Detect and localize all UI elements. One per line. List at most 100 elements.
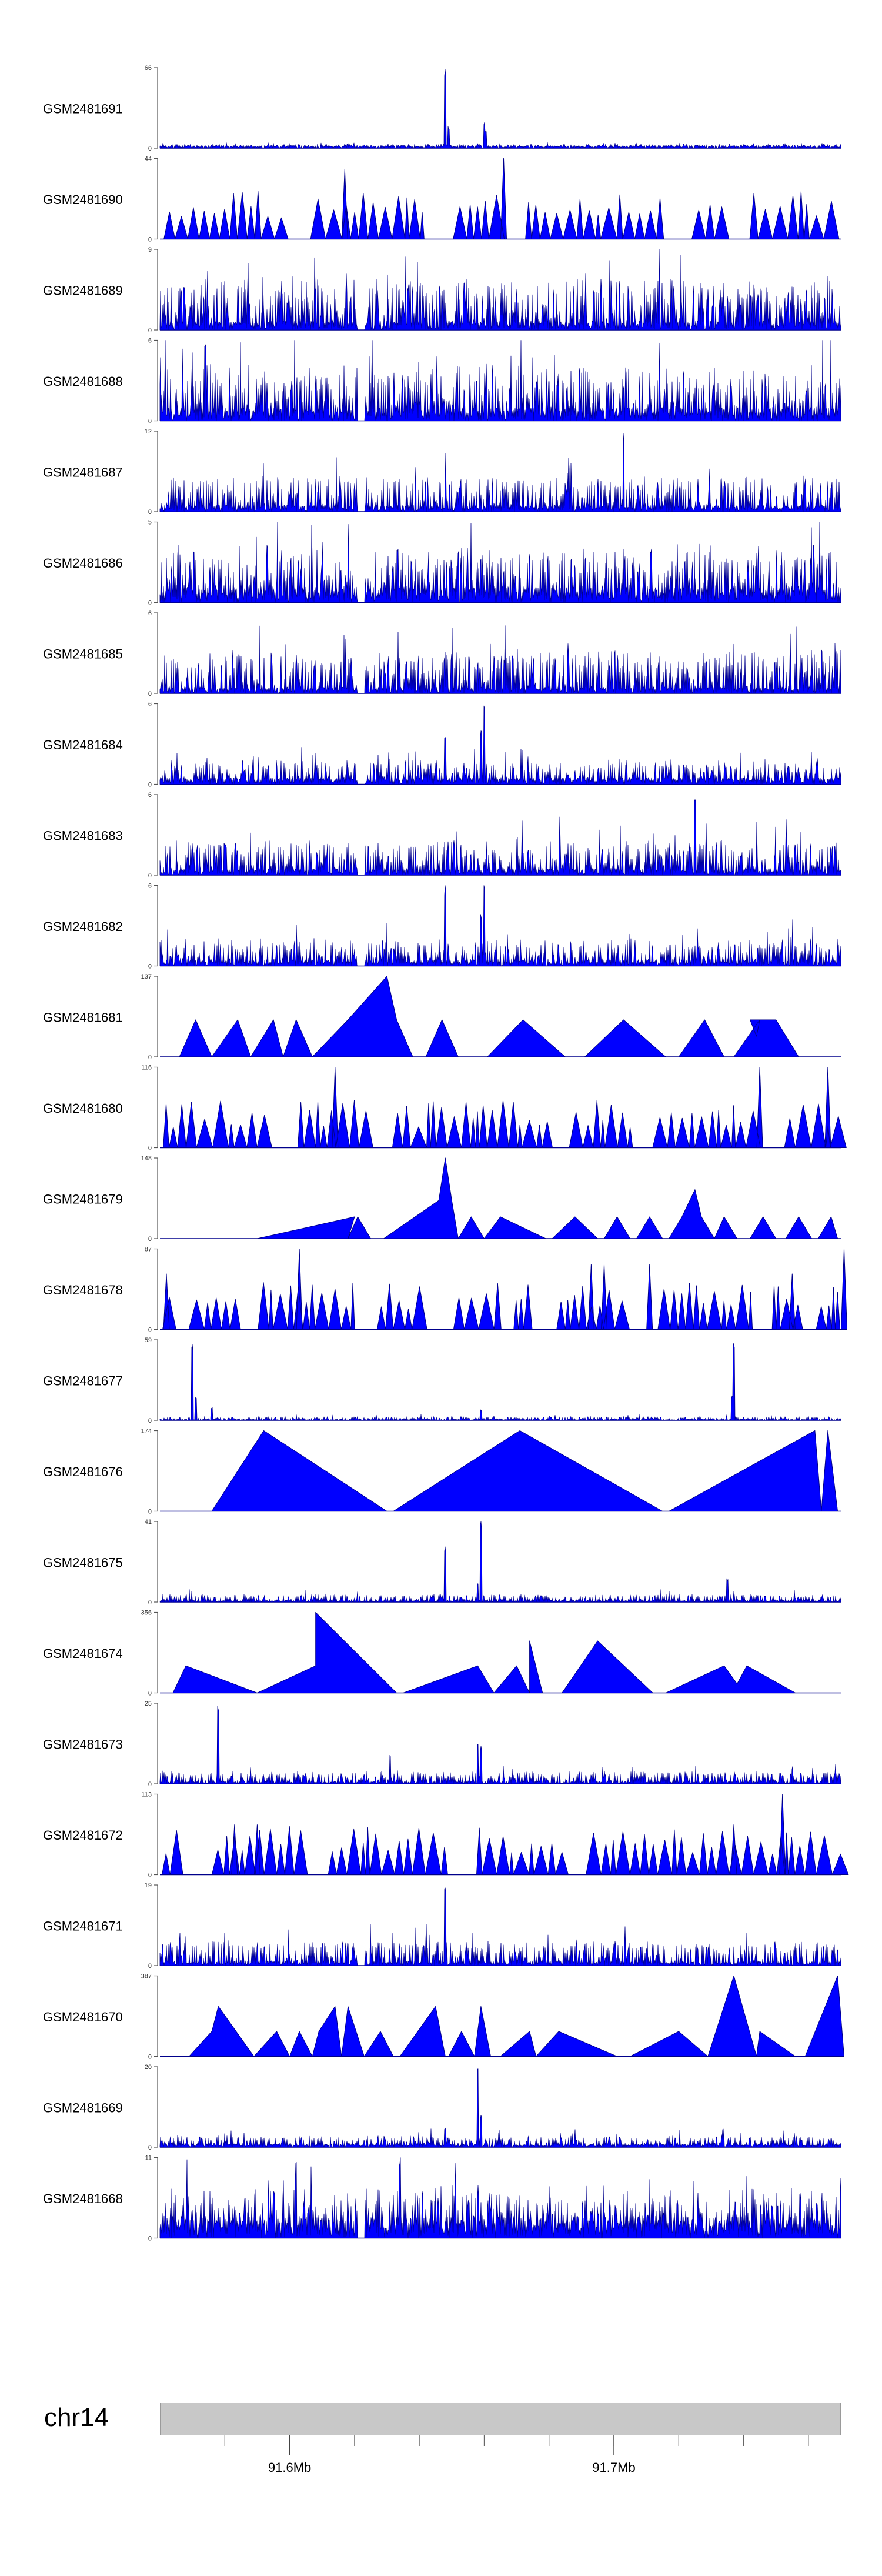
track-signal [172,1612,796,1693]
track-label: GSM2481672 [43,1828,123,1843]
y-tick-label: 6 [148,338,152,345]
y-tick-label: 5 [148,519,152,526]
y-tick-label: 116 [141,1065,152,1072]
track-GSM2481685: GSM2481685 6 0 [43,610,841,698]
track-signal [159,1887,841,1966]
y-tick-label: 12 [145,428,152,435]
y-tick-label: 0 [148,2054,152,2061]
y-tick-label: 0 [148,145,152,152]
y-tick-label: 0 [148,1145,152,1152]
y-tick-label: 20 [145,2064,152,2071]
track-GSM2481690: GSM2481690 44 0 [43,156,841,243]
y-tick-label: 0 [148,327,152,334]
track-signal [159,1343,841,1421]
track-label: GSM2481680 [43,1101,123,1116]
track-label: GSM2481671 [43,1919,123,1934]
track-label: GSM2481670 [43,2010,123,2024]
chromosome-ideogram [160,2403,841,2435]
track-GSM2481677: GSM2481677 59 0 [43,1337,841,1424]
track-GSM2481674: GSM2481674 356 0 [43,1610,841,1697]
axis-tick-label: 91.6Mb [268,2460,311,2475]
track-signal [162,1249,847,1330]
y-tick-label: 19 [145,1882,152,1889]
track-label: GSM2481682 [43,919,123,934]
track-GSM2481688: GSM2481688 6 0 [43,338,841,425]
track-label: GSM2481681 [43,1010,123,1025]
y-tick-label: 174 [141,1428,152,1435]
y-tick-label: 148 [141,1155,152,1162]
track-label: GSM2481688 [43,374,123,389]
track-label: GSM2481690 [43,192,123,207]
track-GSM2481671: GSM2481671 19 0 [43,1882,841,1970]
track-label: GSM2481684 [43,738,123,752]
track-signal [159,799,841,876]
y-tick-label: 87 [145,1246,152,1253]
y-tick-label: 0 [148,418,152,425]
track-label: GSM2481673 [43,1737,123,1752]
y-tick-label: 0 [148,2235,152,2243]
y-tick-label: 0 [148,236,152,243]
y-tick-label: 0 [148,2144,152,2151]
track-signal [189,1976,844,2057]
track-GSM2481686: GSM2481686 5 0 [43,519,841,607]
track-label: GSM2481691 [43,102,123,116]
y-tick-label: 25 [145,1700,152,1707]
track-GSM2481691: GSM2481691 66 0 [43,65,841,152]
track-GSM2481675: GSM2481675 41 0 [43,1519,841,1606]
y-tick-label: 66 [145,65,152,72]
track-GSM2481678: GSM2481678 87 0 [43,1246,847,1334]
track-signal [159,885,841,966]
track-label: GSM2481687 [43,465,123,480]
track-signal [159,2068,841,2148]
track-GSM2481683: GSM2481683 6 0 [43,792,841,879]
track-GSM2481672: GSM2481672 113 0 [43,1791,849,1879]
y-tick-label: 0 [148,1236,152,1243]
y-tick-label: 0 [148,1599,152,1606]
genome-axis: 91.6Mb 91.7Mb [224,2435,809,2475]
track-GSM2481679: GSM2481679 148 0 [43,1155,841,1243]
y-tick-label: 0 [148,1417,152,1424]
track-GSM2481689: GSM2481689 9 0 [43,246,841,334]
track-signal [159,433,841,512]
y-tick-label: 113 [141,1791,152,1798]
y-tick-label: 0 [148,509,152,516]
track-signal [211,1430,838,1511]
y-tick-label: 387 [141,1973,152,1980]
y-tick-label: 0 [148,1872,152,1879]
y-tick-label: 9 [148,246,152,253]
track-signal [159,249,841,331]
track-label: GSM2481685 [43,647,123,662]
y-tick-label: 0 [148,1781,152,1788]
track-signal [159,522,841,603]
y-tick-label: 6 [148,883,152,890]
track-GSM2481668: GSM2481668 11 0 [43,2155,841,2243]
y-tick-label: 6 [148,701,152,708]
track-signal [163,1067,847,1148]
chromosome-label: chr14 [44,2403,109,2432]
track-label: GSM2481668 [43,2191,123,2206]
y-tick-label: 137 [141,973,152,980]
y-tick-label: 0 [148,782,152,789]
track-signal [159,1521,841,1603]
track-signal [163,158,840,239]
track-label: GSM2481679 [43,1192,123,1207]
track-signal [162,1794,849,1875]
y-tick-label: 41 [145,1519,152,1526]
track-signal [159,2157,841,2238]
track-signal [159,69,841,149]
track-label: GSM2481674 [43,1646,123,1661]
y-tick-label: 0 [148,963,152,970]
track-signal [159,340,841,421]
track-GSM2481676: GSM2481676 174 0 [43,1428,841,1516]
track-GSM2481673: GSM2481673 25 0 [43,1700,841,1788]
track-signal [159,1706,841,1784]
y-tick-label: 6 [148,792,152,799]
track-label: GSM2481683 [43,829,123,843]
y-tick-label: 11 [145,2155,152,2162]
track-signal [256,1157,838,1239]
track-label: GSM2481686 [43,556,123,570]
y-tick-label: 44 [145,156,152,163]
track-GSM2481687: GSM2481687 12 0 [43,428,841,516]
y-tick-label: 59 [145,1337,152,1344]
